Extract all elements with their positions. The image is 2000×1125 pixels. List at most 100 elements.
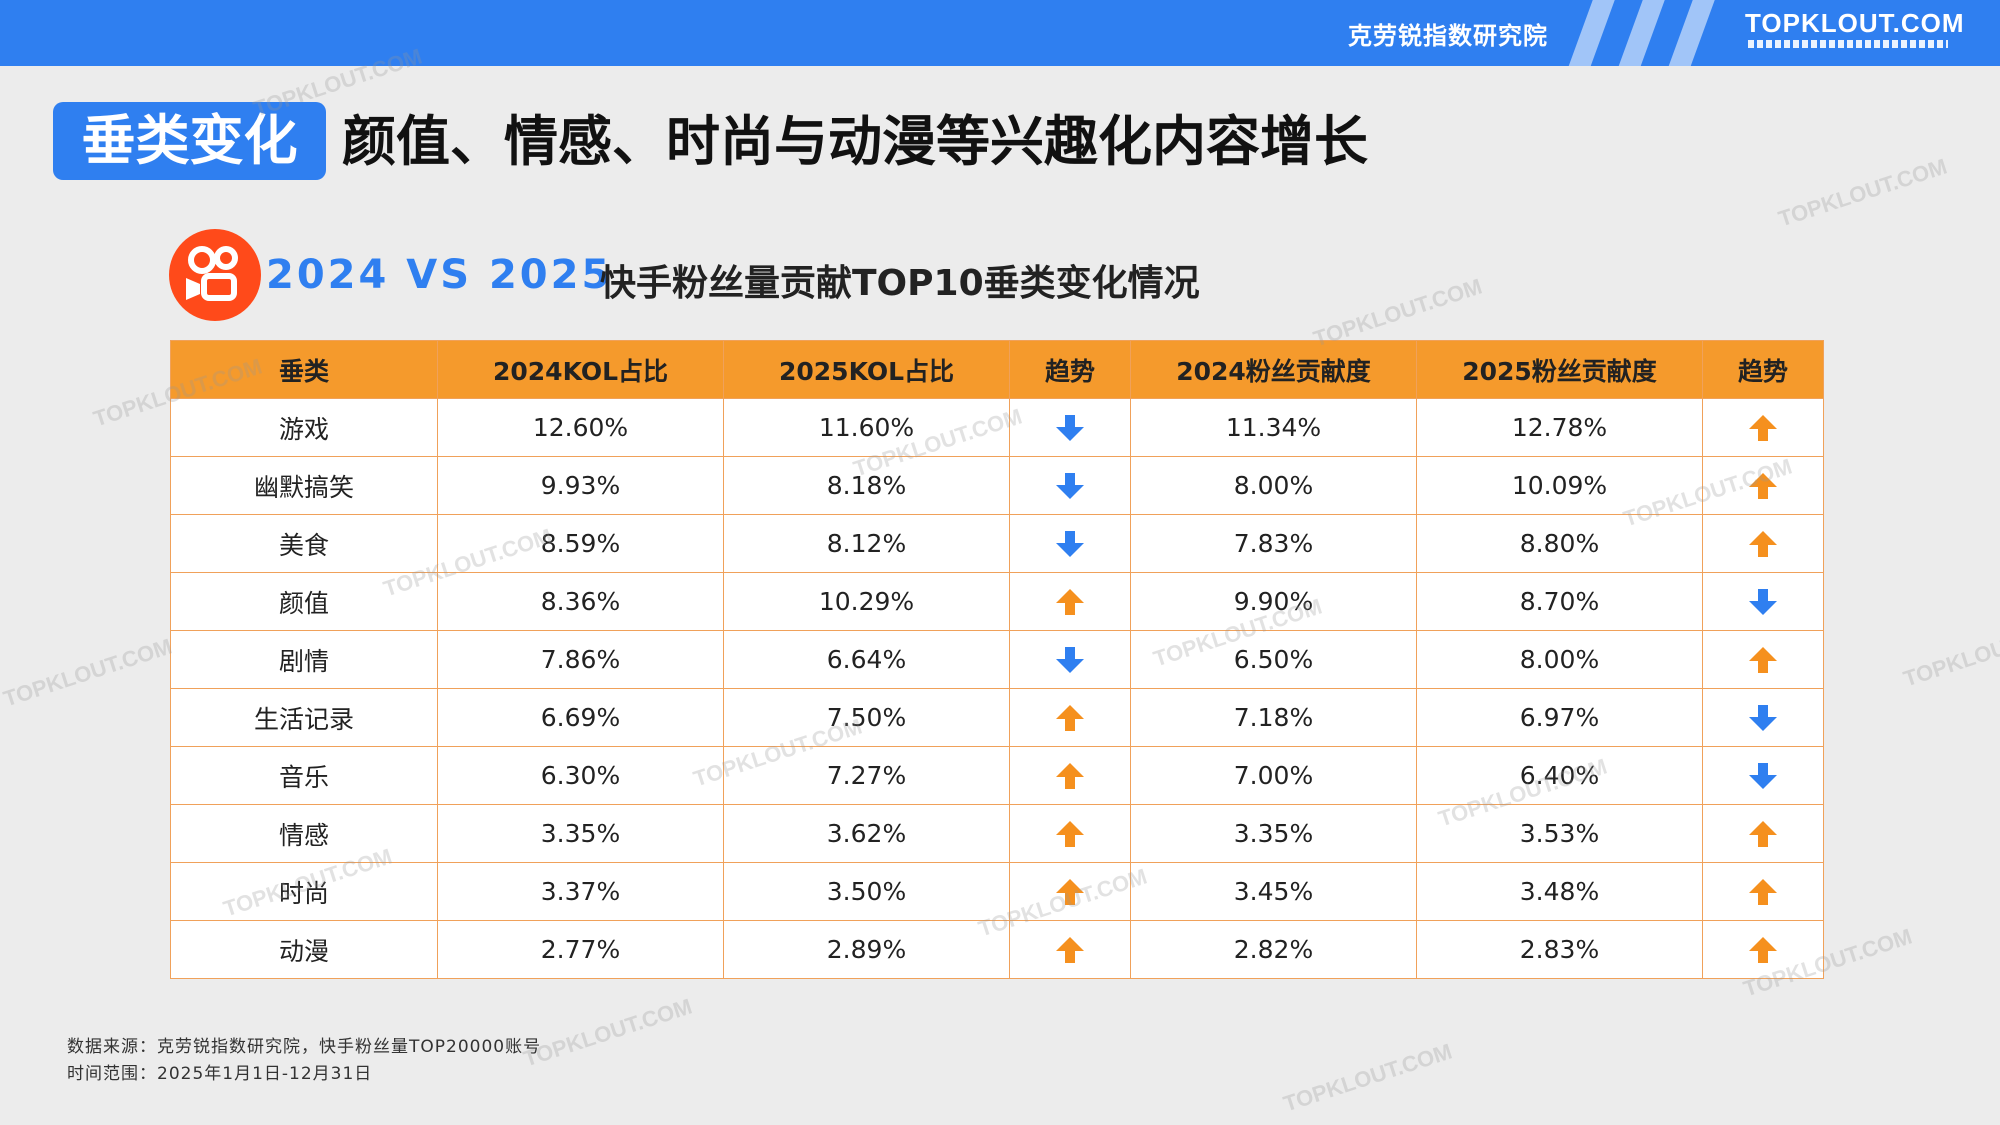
- arrow-down-icon: [1056, 415, 1084, 441]
- watermark: TOPKLOUT.COM: [520, 993, 696, 1072]
- subtitle-text: 快手粉丝量贡献TOP10垂类变化情况: [600, 263, 1200, 304]
- brand-logo: TOPKLOUT.COM: [1745, 8, 1965, 38]
- trend-cell: [1009, 804, 1131, 863]
- value-cell: 12.78%: [1416, 398, 1703, 457]
- value-cell: 6.30%: [437, 746, 724, 805]
- table-row: 动漫 2.77% 2.89% 2.82% 2.83%: [170, 920, 1824, 979]
- col-header: 垂类: [170, 340, 438, 399]
- trend-cell: [1009, 862, 1131, 921]
- col-header: 趋势: [1702, 340, 1824, 399]
- top-bar: 克劳锐指数研究院 TOPKLOUT.COM: [0, 0, 2000, 66]
- source-note: 数据来源：克劳锐指数研究院，快手粉丝量TOP20000账号: [67, 1037, 542, 1057]
- category-cell: 美食: [170, 514, 438, 573]
- trend-cell: [1702, 572, 1824, 631]
- value-cell: 7.00%: [1130, 746, 1417, 805]
- logo-area: [1720, 0, 2000, 66]
- value-cell: 7.50%: [723, 688, 1010, 747]
- arrow-up-icon: [1056, 705, 1084, 731]
- value-cell: 8.80%: [1416, 514, 1703, 573]
- value-cell: 6.50%: [1130, 630, 1417, 689]
- decor-stripe: [1613, 0, 1669, 66]
- subtitle-years: 2024 VS 2025: [266, 252, 613, 298]
- trend-cell: [1702, 630, 1824, 689]
- arrow-down-icon: [1056, 531, 1084, 557]
- value-cell: 3.62%: [723, 804, 1010, 863]
- table-row: 时尚 3.37% 3.50% 3.45% 3.48%: [170, 862, 1824, 921]
- brand-name-cn: 克劳锐指数研究院: [1348, 22, 1548, 50]
- trend-cell: [1009, 456, 1131, 515]
- trend-cell: [1702, 456, 1824, 515]
- value-cell: 9.90%: [1130, 572, 1417, 631]
- arrow-up-icon: [1749, 821, 1777, 847]
- col-header: 2024粉丝贡献度: [1130, 340, 1417, 399]
- trend-cell: [1702, 398, 1824, 457]
- col-header: 2025粉丝贡献度: [1416, 340, 1703, 399]
- value-cell: 6.40%: [1416, 746, 1703, 805]
- trend-cell: [1009, 398, 1131, 457]
- arrow-up-icon: [1749, 937, 1777, 963]
- trend-cell: [1009, 572, 1131, 631]
- value-cell: 7.86%: [437, 630, 724, 689]
- value-cell: 10.09%: [1416, 456, 1703, 515]
- value-cell: 8.00%: [1130, 456, 1417, 515]
- table-row: 游戏 12.60% 11.60% 11.34% 12.78%: [170, 398, 1824, 457]
- logo-subline: [1748, 40, 1948, 48]
- watermark: TOPKLOUT.COM: [1775, 153, 1951, 232]
- col-header: 2024KOL占比: [437, 340, 724, 399]
- arrow-up-icon: [1749, 531, 1777, 557]
- category-cell: 时尚: [170, 862, 438, 921]
- table-row: 情感 3.35% 3.62% 3.35% 3.53%: [170, 804, 1824, 863]
- category-cell: 动漫: [170, 920, 438, 979]
- table-row: 颜值 8.36% 10.29% 9.90% 8.70%: [170, 572, 1824, 631]
- trend-cell: [1009, 630, 1131, 689]
- arrow-down-icon: [1749, 763, 1777, 789]
- value-cell: 2.77%: [437, 920, 724, 979]
- value-cell: 7.18%: [1130, 688, 1417, 747]
- table-row: 音乐 6.30% 7.27% 7.00% 6.40%: [170, 746, 1824, 805]
- value-cell: 6.64%: [723, 630, 1010, 689]
- category-cell: 情感: [170, 804, 438, 863]
- watermark: TOPKLOUT.COM: [1280, 1038, 1456, 1117]
- arrow-down-icon: [1749, 705, 1777, 731]
- value-cell: 3.35%: [1130, 804, 1417, 863]
- value-cell: 9.93%: [437, 456, 724, 515]
- value-cell: 3.45%: [1130, 862, 1417, 921]
- table-row: 生活记录 6.69% 7.50% 7.18% 6.97%: [170, 688, 1824, 747]
- arrow-up-icon: [1749, 473, 1777, 499]
- arrow-up-icon: [1749, 879, 1777, 905]
- arrow-down-icon: [1056, 473, 1084, 499]
- decor-stripe: [1663, 0, 1719, 66]
- table-header-row: 垂类 2024KOL占比 2025KOL占比 趋势 2024粉丝贡献度 2025…: [170, 340, 1824, 399]
- value-cell: 3.50%: [723, 862, 1010, 921]
- table-row: 美食 8.59% 8.12% 7.83% 8.80%: [170, 514, 1824, 573]
- category-cell: 音乐: [170, 746, 438, 805]
- arrow-up-icon: [1749, 415, 1777, 441]
- trend-cell: [1009, 746, 1131, 805]
- arrow-down-icon: [1749, 589, 1777, 615]
- value-cell: 11.34%: [1130, 398, 1417, 457]
- value-cell: 7.83%: [1130, 514, 1417, 573]
- table-row: 幽默搞笑 9.93% 8.18% 8.00% 10.09%: [170, 456, 1824, 515]
- value-cell: 3.37%: [437, 862, 724, 921]
- col-header: 趋势: [1009, 340, 1131, 399]
- table-row: 剧情 7.86% 6.64% 6.50% 8.00%: [170, 630, 1824, 689]
- title-badge: 垂类变化: [53, 102, 326, 180]
- value-cell: 7.27%: [723, 746, 1010, 805]
- trend-cell: [1702, 804, 1824, 863]
- trend-cell: [1702, 920, 1824, 979]
- value-cell: 2.82%: [1130, 920, 1417, 979]
- category-cell: 游戏: [170, 398, 438, 457]
- value-cell: 11.60%: [723, 398, 1010, 457]
- value-cell: 8.59%: [437, 514, 724, 573]
- arrow-up-icon: [1056, 937, 1084, 963]
- trend-cell: [1009, 688, 1131, 747]
- trend-cell: [1702, 746, 1824, 805]
- arrow-down-icon: [1056, 647, 1084, 673]
- value-cell: 3.35%: [437, 804, 724, 863]
- page-title: 颜值、情感、时尚与动漫等兴趣化内容增长: [342, 110, 1368, 173]
- time-range-note: 时间范围：2025年1月1日-12月31日: [67, 1064, 373, 1084]
- value-cell: 2.83%: [1416, 920, 1703, 979]
- value-cell: 8.36%: [437, 572, 724, 631]
- arrow-up-icon: [1056, 821, 1084, 847]
- col-header: 2025KOL占比: [723, 340, 1010, 399]
